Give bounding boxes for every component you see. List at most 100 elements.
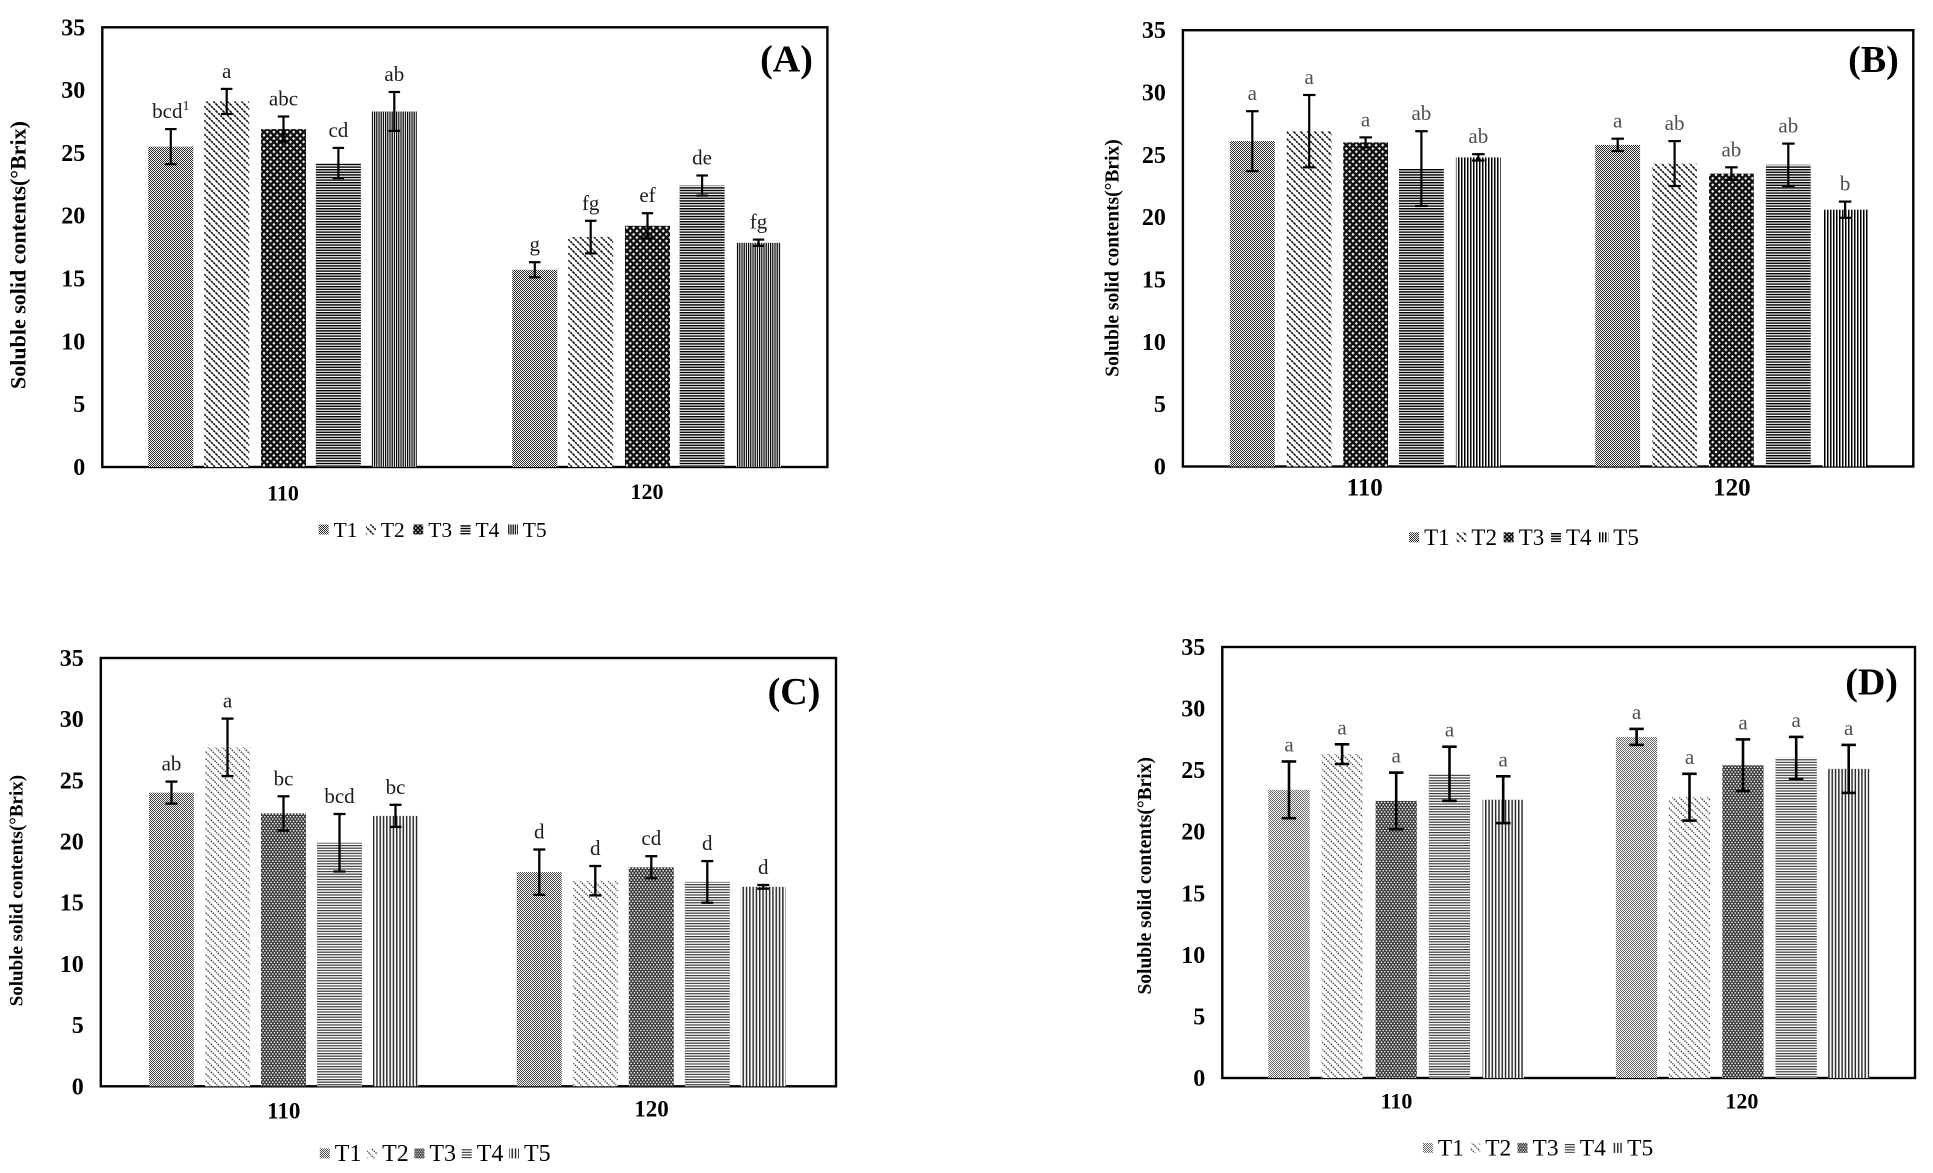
svg-text:10: 10 (61, 329, 85, 355)
svg-text:25: 25 (61, 141, 85, 167)
svg-text:T2: T2 (381, 518, 405, 542)
svg-text:110: 110 (267, 1099, 300, 1124)
svg-text:abc: abc (269, 87, 298, 111)
svg-text:0: 0 (1193, 1066, 1205, 1092)
svg-text:T4: T4 (1580, 1135, 1606, 1161)
svg-text:fg: fg (750, 210, 768, 234)
svg-text:a: a (1284, 733, 1294, 757)
svg-text:10: 10 (1181, 943, 1205, 969)
svg-text:T4: T4 (476, 518, 500, 542)
svg-text:Soluble solid contents(°Brix): Soluble solid contents(°Brix) (1103, 139, 1124, 377)
svg-text:T3: T3 (429, 1141, 456, 1167)
svg-text:T4: T4 (477, 1141, 504, 1167)
svg-text:g: g (530, 232, 541, 256)
svg-text:20: 20 (1142, 205, 1166, 231)
svg-text:ab: ab (1778, 114, 1798, 138)
svg-text:0: 0 (1154, 455, 1166, 481)
svg-text:30: 30 (1181, 697, 1205, 723)
svg-text:a: a (1445, 718, 1455, 742)
svg-text:30: 30 (61, 78, 85, 104)
svg-text:a: a (1632, 700, 1642, 724)
svg-text:20: 20 (61, 204, 85, 230)
svg-text:d: d (590, 836, 601, 860)
svg-text:35: 35 (60, 646, 84, 672)
svg-text:120: 120 (1713, 475, 1751, 502)
svg-text:35: 35 (1181, 635, 1205, 661)
svg-text:a: a (1248, 81, 1258, 105)
svg-text:Soluble solid contents(°Brix): Soluble solid contents(°Brix) (7, 775, 28, 1006)
svg-text:T3: T3 (1533, 1135, 1559, 1161)
svg-text:T3: T3 (428, 518, 452, 542)
svg-text:110: 110 (267, 481, 299, 506)
svg-text:25: 25 (1181, 758, 1205, 784)
svg-text:0: 0 (73, 455, 85, 481)
svg-text:ef: ef (639, 183, 655, 207)
svg-text:T1: T1 (335, 1141, 362, 1167)
svg-text:10: 10 (1142, 330, 1166, 356)
svg-text:Soluble solid contents(°Brix): Soluble solid contents(°Brix) (6, 121, 31, 389)
svg-text:a: a (222, 59, 232, 83)
svg-text:20: 20 (1181, 820, 1205, 846)
svg-text:T1: T1 (1438, 1135, 1464, 1161)
svg-text:20: 20 (60, 830, 84, 856)
svg-text:a: a (1305, 65, 1315, 89)
svg-text:cd: cd (328, 118, 348, 142)
svg-text:30: 30 (1142, 81, 1166, 107)
svg-text:5: 5 (1154, 392, 1166, 418)
svg-text:T2: T2 (1471, 525, 1497, 550)
svg-text:a: a (1792, 708, 1802, 732)
svg-text:bcd: bcd (324, 784, 355, 808)
svg-text:de: de (692, 146, 712, 170)
svg-text:110: 110 (1347, 475, 1383, 502)
svg-text:25: 25 (1142, 143, 1166, 169)
svg-text:15: 15 (60, 891, 84, 917)
svg-text:5: 5 (72, 1013, 84, 1039)
svg-text:cd: cd (641, 826, 661, 850)
svg-text:120: 120 (631, 479, 664, 504)
svg-text:15: 15 (1181, 881, 1205, 907)
svg-text:a: a (1685, 745, 1695, 769)
svg-text:T4: T4 (1566, 525, 1592, 550)
svg-text:ab: ab (1721, 137, 1741, 161)
svg-text:30: 30 (60, 707, 84, 733)
svg-text:a: a (1499, 747, 1509, 771)
svg-text:b: b (1840, 172, 1851, 196)
svg-text:120: 120 (634, 1096, 669, 1121)
svg-text:a: a (1392, 744, 1402, 768)
svg-text:T5: T5 (1613, 525, 1639, 550)
svg-text:d: d (534, 820, 545, 844)
svg-text:a: a (223, 689, 233, 713)
svg-text:35: 35 (61, 15, 85, 41)
svg-text:Soluble solid contents(°Brix): Soluble solid contents(°Brix) (1135, 757, 1156, 995)
svg-text:5: 5 (73, 392, 85, 418)
svg-text:(B): (B) (1848, 39, 1899, 81)
svg-text:ab: ab (162, 752, 182, 776)
svg-text:T2: T2 (1485, 1135, 1511, 1161)
svg-text:bc: bc (274, 766, 294, 790)
svg-text:T1: T1 (334, 518, 358, 542)
svg-text:T5: T5 (524, 1141, 551, 1167)
svg-text:T2: T2 (382, 1141, 409, 1167)
svg-text:d: d (702, 831, 713, 855)
svg-text:25: 25 (60, 768, 84, 794)
svg-text:ab: ab (1665, 111, 1685, 135)
svg-text:15: 15 (1142, 268, 1166, 294)
svg-text:T1: T1 (1424, 525, 1450, 550)
svg-text:(C): (C) (768, 671, 821, 713)
svg-text:10: 10 (60, 952, 84, 978)
svg-text:ab: ab (384, 62, 404, 86)
svg-text:T5: T5 (1627, 1135, 1653, 1161)
svg-text:120: 120 (1725, 1089, 1758, 1114)
svg-text:a: a (1738, 710, 1748, 734)
svg-text:15: 15 (61, 267, 85, 293)
svg-text:ab: ab (1468, 124, 1488, 148)
svg-text:a: a (1844, 716, 1854, 740)
svg-text:a: a (1337, 715, 1347, 739)
svg-text:T3: T3 (1519, 525, 1545, 550)
svg-text:(A): (A) (760, 39, 813, 81)
svg-text:ab: ab (1411, 101, 1431, 125)
svg-text:fg: fg (582, 191, 600, 215)
svg-text:0: 0 (72, 1074, 84, 1100)
svg-text:bc: bc (386, 775, 406, 799)
svg-text:35: 35 (1142, 18, 1166, 44)
